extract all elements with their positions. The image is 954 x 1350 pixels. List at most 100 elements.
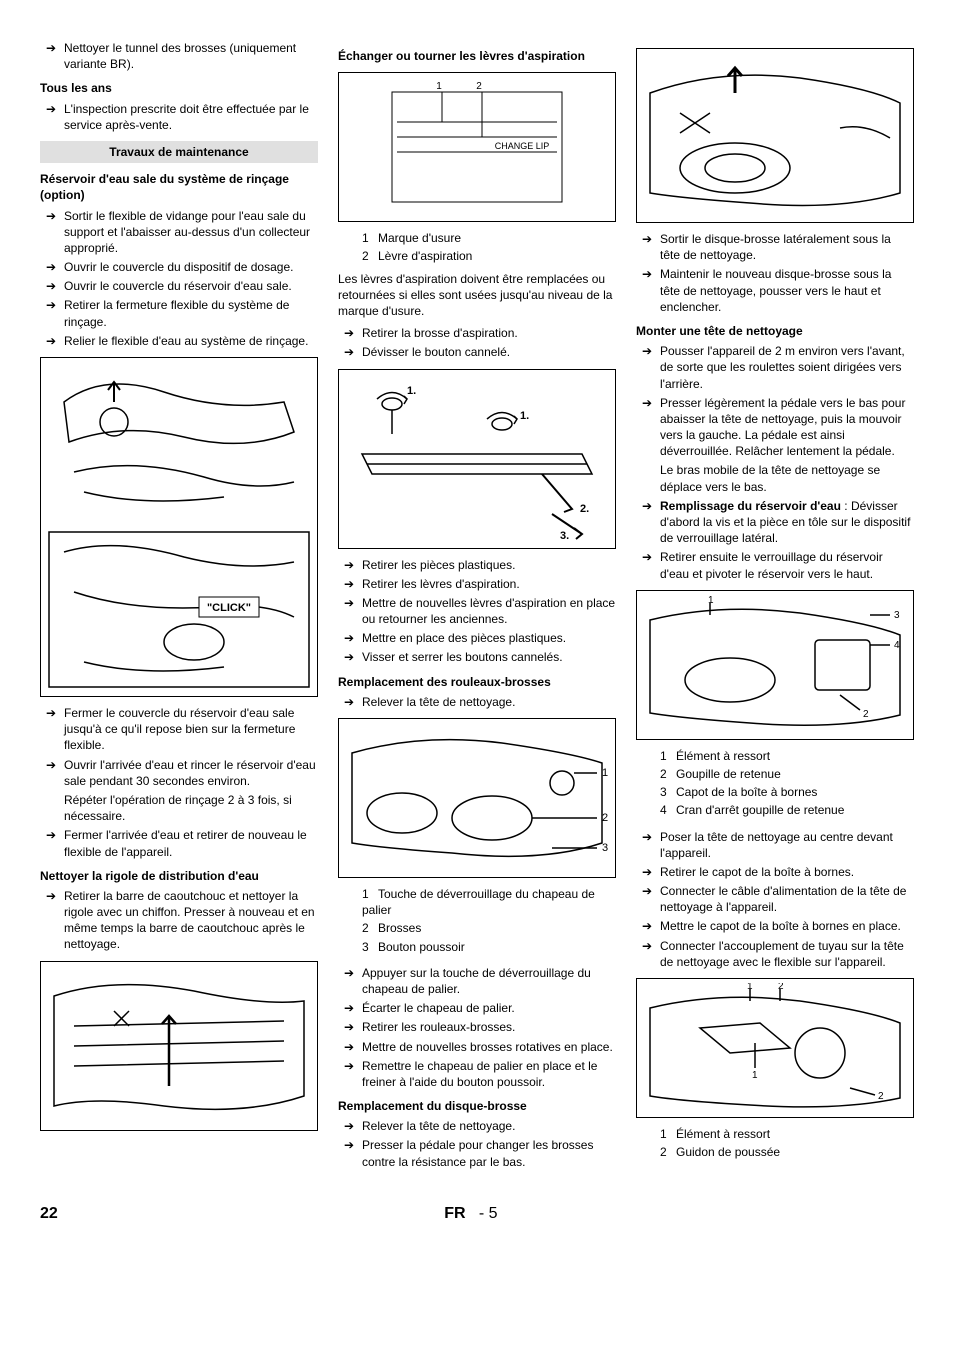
- heading-brush-rollers: Remplacement des rouleaux-brosses: [338, 674, 616, 690]
- svg-text:4: 4: [894, 640, 900, 651]
- page-footer: 22 FR - 5: [40, 1203, 914, 1225]
- list: Poser la tête de nettoyage au centre dev…: [636, 829, 914, 971]
- svg-text:1: 1: [747, 983, 753, 992]
- svg-text:2: 2: [476, 81, 482, 92]
- paragraph: Les lèvres d'aspiration doivent être rem…: [338, 271, 616, 320]
- figure-brush-head: 1 2 3: [338, 718, 616, 878]
- heading-annual: Tous les ans: [40, 80, 318, 96]
- list-item: Presser légèrement la pédale vers le bas…: [636, 395, 914, 460]
- svg-text:1.: 1.: [520, 410, 529, 422]
- list-item: Retirer ensuite le verrouillage du réser…: [636, 549, 914, 581]
- list-item: Poser la tête de nettoyage au centre dev…: [636, 829, 914, 861]
- list-item: Maintenir le nouveau disque-brosse sous …: [636, 266, 914, 315]
- svg-text:2.: 2.: [580, 503, 589, 515]
- list: Relever la tête de nettoyage.: [338, 694, 616, 710]
- heading-rigole: Nettoyer la rigole de distribution d'eau: [40, 868, 318, 884]
- list-item: Remplissage du réservoir d'eau : Dévisse…: [636, 498, 914, 547]
- list-item: Relier le flexible d'eau au système de r…: [40, 333, 318, 349]
- legend-item: 2Guidon de poussée: [636, 1144, 914, 1160]
- column-1: Nettoyer le tunnel des brosses (uniqueme…: [40, 40, 318, 1173]
- list: L'inspection prescrite doit être effectu…: [40, 101, 318, 133]
- list-item: L'inspection prescrite doit être effectu…: [40, 101, 318, 133]
- page-number-center: FR - 5: [58, 1203, 884, 1225]
- svg-text:1: 1: [602, 767, 608, 779]
- list-item: Relever la tête de nettoyage.: [338, 1118, 616, 1134]
- legend-item: 1Élément à ressort: [636, 748, 914, 764]
- list-item: Mettre de nouvelles brosses rotatives en…: [338, 1039, 616, 1055]
- list-item: Fermer l'arrivée d'eau et retirer de nou…: [40, 827, 318, 859]
- svg-text:2: 2: [878, 1091, 884, 1102]
- list-item: Ouvrir le couvercle du dispositif de dos…: [40, 259, 318, 275]
- list-item: Appuyer sur la touche de déverrouillage …: [338, 965, 616, 997]
- legend-item: 4Cran d'arrêt goupille de retenue: [636, 802, 914, 818]
- list-item: Retirer les pièces plastiques.: [338, 557, 616, 573]
- figure-change-lip: 1 2 CHANGE LIP: [338, 72, 616, 222]
- legend-item: 3Bouton poussoir: [338, 939, 616, 955]
- list-item: Retirer la barre de caoutchouc et nettoy…: [40, 888, 318, 953]
- list-item: Fermer le couvercle du réservoir d'eau s…: [40, 705, 318, 754]
- heading-disc-brush: Remplacement du disque-brosse: [338, 1098, 616, 1114]
- svg-text:1: 1: [436, 81, 442, 92]
- figure-terminal-box: 1 3 4 2: [636, 590, 914, 740]
- heading-exchange-lips: Échanger ou tourner les lèvres d'aspirat…: [338, 48, 616, 64]
- list-item: Retirer les lèvres d'aspiration.: [338, 576, 616, 592]
- list-item: Connecter le câble d'alimentation de la …: [636, 883, 914, 915]
- indent-text: Répéter l'opération de rinçage 2 à 3 foi…: [40, 792, 318, 824]
- legend-list: 1Touche de déverrouillage du chapeau de …: [338, 886, 616, 955]
- list: Fermer le couvercle du réservoir d'eau s…: [40, 705, 318, 789]
- legend-item: 2Lèvre d'aspiration: [338, 248, 616, 264]
- list: Sortir le flexible de vidange pour l'eau…: [40, 208, 318, 350]
- svg-text:3: 3: [602, 842, 608, 854]
- list: Remplissage du réservoir d'eau : Dévisse…: [636, 498, 914, 582]
- heading-mount-head: Monter une tête de nettoyage: [636, 323, 914, 339]
- legend-item: 1Touche de déverrouillage du chapeau de …: [338, 886, 616, 918]
- list-item: Écarter le chapeau de palier.: [338, 1000, 616, 1016]
- figure-hose-click: "CLICK": [40, 357, 318, 697]
- list-item: Retirer la brosse d'aspiration.: [338, 325, 616, 341]
- list-item: Sortir le flexible de vidange pour l'eau…: [40, 208, 318, 257]
- svg-text:2: 2: [778, 983, 784, 992]
- column-3: Sortir le disque-brosse latéralement sou…: [636, 40, 914, 1173]
- svg-text:CHANGE LIP: CHANGE LIP: [495, 141, 550, 151]
- list-item: Relever la tête de nettoyage.: [338, 694, 616, 710]
- page-number-left: 22: [40, 1203, 58, 1225]
- click-label: "CLICK": [207, 602, 251, 614]
- list-item: Mettre le capot de la boîte à bornes en …: [636, 918, 914, 934]
- list-item: Pousser l'appareil de 2 m environ vers l…: [636, 343, 914, 392]
- section-bar-maintenance: Travaux de maintenance: [40, 141, 318, 163]
- list: Appuyer sur la touche de déverrouillage …: [338, 965, 616, 1090]
- list-item: Mettre de nouvelles lèvres d'aspiration …: [338, 595, 616, 627]
- list-item: Retirer la fermeture flexible du système…: [40, 297, 318, 329]
- list-item: Connecter l'accouplement de tuyau sur la…: [636, 938, 914, 970]
- svg-text:1: 1: [752, 1070, 758, 1081]
- figure-spring-handle: 1 2 1 2: [636, 978, 914, 1118]
- list-item: Mettre en place des pièces plastiques.: [338, 630, 616, 646]
- svg-text:2: 2: [863, 709, 869, 720]
- list-item: Retirer le capot de la boîte à bornes.: [636, 864, 914, 880]
- list-item: Sortir le disque-brosse latéralement sou…: [636, 231, 914, 263]
- list-item: Nettoyer le tunnel des brosses (uniqueme…: [40, 40, 318, 72]
- list-item: Retirer les rouleaux-brosses.: [338, 1019, 616, 1035]
- list: Retirer la barre de caoutchouc et nettoy…: [40, 888, 318, 953]
- figure-disc-out: [636, 48, 914, 223]
- list: Nettoyer le tunnel des brosses (uniqueme…: [40, 40, 318, 72]
- svg-text:2: 2: [602, 812, 608, 824]
- svg-text:3.: 3.: [560, 530, 569, 542]
- svg-text:1.: 1.: [407, 385, 416, 397]
- legend-list: 1Élément à ressort 2Guidon de poussée: [636, 1126, 914, 1160]
- column-2: Échanger ou tourner les lèvres d'aspirat…: [338, 40, 616, 1173]
- list: Retirer les pièces plastiques. Retirer l…: [338, 557, 616, 666]
- list-item: Remettre le chapeau de palier en place e…: [338, 1058, 616, 1090]
- svg-text:3: 3: [894, 610, 900, 621]
- list: Fermer l'arrivée d'eau et retirer de nou…: [40, 827, 318, 859]
- heading-reservoir: Réservoir d'eau sale du système de rinça…: [40, 171, 318, 203]
- figure-unscrew: 1. 1. 2. 3.: [338, 369, 616, 549]
- legend-item: 1Élément à ressort: [636, 1126, 914, 1142]
- legend-item: 1Marque d'usure: [338, 230, 616, 246]
- list: Sortir le disque-brosse latéralement sou…: [636, 231, 914, 315]
- figure-rubber-bar: [40, 961, 318, 1131]
- legend-list: 1Marque d'usure 2Lèvre d'aspiration: [338, 230, 616, 264]
- list: Pousser l'appareil de 2 m environ vers l…: [636, 343, 914, 459]
- svg-text:1: 1: [708, 595, 714, 606]
- list: Retirer la brosse d'aspiration. Dévisser…: [338, 325, 616, 360]
